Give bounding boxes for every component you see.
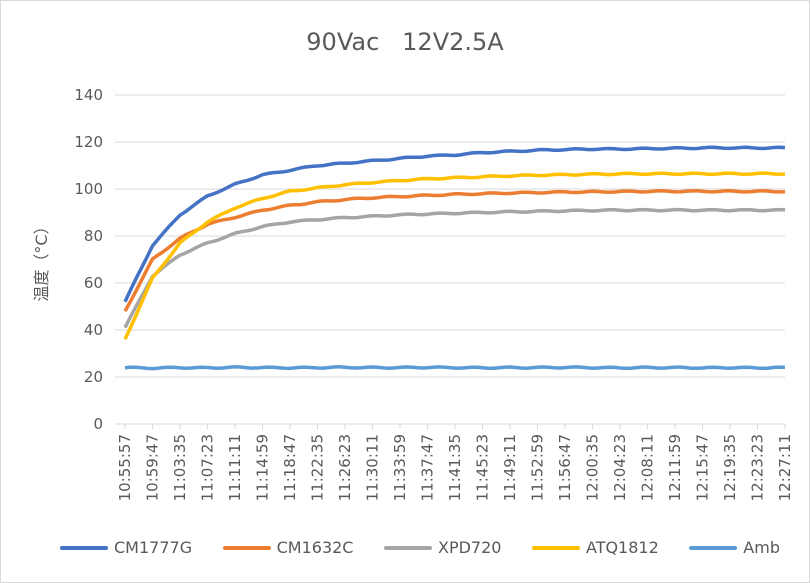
y-tick-label: 120 bbox=[74, 133, 103, 151]
x-tick-label: 12:27:11 bbox=[776, 434, 794, 501]
x-tick-label: 11:56:47 bbox=[556, 434, 574, 501]
chart-title: 90Vac 12V2.5A bbox=[306, 28, 504, 56]
x-tick-label: 12:11:59 bbox=[666, 434, 684, 501]
series-line-atq1812 bbox=[123, 171, 786, 341]
x-tick-label: 12:04:23 bbox=[611, 434, 629, 501]
y-tick-label: 20 bbox=[84, 368, 103, 386]
legend-label: XPD720 bbox=[438, 538, 502, 557]
y-tick-label: 140 bbox=[74, 86, 103, 104]
x-tick-label: 12:19:35 bbox=[721, 434, 739, 501]
gridlines bbox=[115, 94, 785, 425]
x-tick-label: 11:52:59 bbox=[529, 434, 547, 501]
y-tick-label: 60 bbox=[84, 274, 103, 292]
y-tick-label: 0 bbox=[93, 415, 103, 433]
x-tick-label: 11:14:59 bbox=[254, 434, 272, 501]
legend-swatch bbox=[60, 545, 108, 550]
legend-swatch bbox=[384, 545, 432, 550]
y-axis-ticks: 0 20 40 60 80 100 120 140 bbox=[74, 86, 103, 433]
y-axis-label: 温度（°C） bbox=[32, 218, 51, 301]
y-tick-label: 100 bbox=[74, 180, 103, 198]
x-tick-label: 10:55:57 bbox=[116, 434, 134, 501]
legend-swatch bbox=[531, 545, 580, 550]
x-tick-label: 12:15:47 bbox=[694, 434, 712, 501]
series-line-amb bbox=[124, 365, 786, 371]
x-tick-label: 11:18:47 bbox=[281, 434, 299, 501]
legend-item-cm1777g: CM1777G bbox=[60, 538, 192, 557]
legend-item-cm1632c: CM1632C bbox=[222, 538, 354, 557]
x-tick-label: 11:22:35 bbox=[309, 434, 327, 501]
series-lines bbox=[123, 145, 786, 371]
legend-item-amb: Amb bbox=[689, 538, 780, 557]
x-tick-label: 11:45:23 bbox=[474, 434, 492, 501]
x-tick-label: 11:30:11 bbox=[364, 434, 382, 501]
y-tick-label: 80 bbox=[84, 227, 103, 245]
x-tick-label: 11:41:35 bbox=[446, 434, 464, 501]
x-tick-label: 11:26:23 bbox=[336, 434, 354, 501]
x-axis-ticks: 10:55:57 10:59:47 11:03:35 11:07:23 11:11:11… bbox=[116, 424, 794, 501]
series-line-xpd720 bbox=[123, 207, 786, 329]
x-tick-label: 12:08:11 bbox=[639, 434, 657, 501]
legend-swatch bbox=[689, 545, 738, 550]
x-tick-label: 11:07:23 bbox=[199, 434, 217, 501]
x-tick-label: 10:59:47 bbox=[144, 434, 162, 501]
x-tick-label: 11:37:47 bbox=[419, 434, 437, 501]
x-tick-label: 12:23:23 bbox=[749, 434, 767, 501]
x-tick-label: 11:49:11 bbox=[501, 434, 519, 501]
x-tick-label: 12:00:35 bbox=[584, 434, 602, 501]
legend-item-atq1812: ATQ1812 bbox=[531, 538, 659, 557]
legend-swatch bbox=[222, 545, 271, 550]
legend-label: ATQ1812 bbox=[585, 538, 659, 557]
legend-label: Amb bbox=[743, 538, 780, 557]
series-line-cm1632c bbox=[123, 189, 786, 313]
x-tick-label: 11:33:59 bbox=[391, 434, 409, 501]
legend-label: CM1777G bbox=[114, 538, 193, 557]
legend: CM1777G CM1632C XPD720 ATQ1812 Amb bbox=[60, 538, 780, 557]
legend-item-xpd720: XPD720 bbox=[384, 538, 501, 557]
legend-label: CM1632C bbox=[276, 538, 354, 557]
x-tick-label: 11:11:11 bbox=[226, 434, 244, 501]
y-tick-label: 40 bbox=[84, 321, 103, 339]
x-tick-label: 11:03:35 bbox=[171, 434, 189, 501]
series-line-cm1777g bbox=[123, 145, 786, 303]
